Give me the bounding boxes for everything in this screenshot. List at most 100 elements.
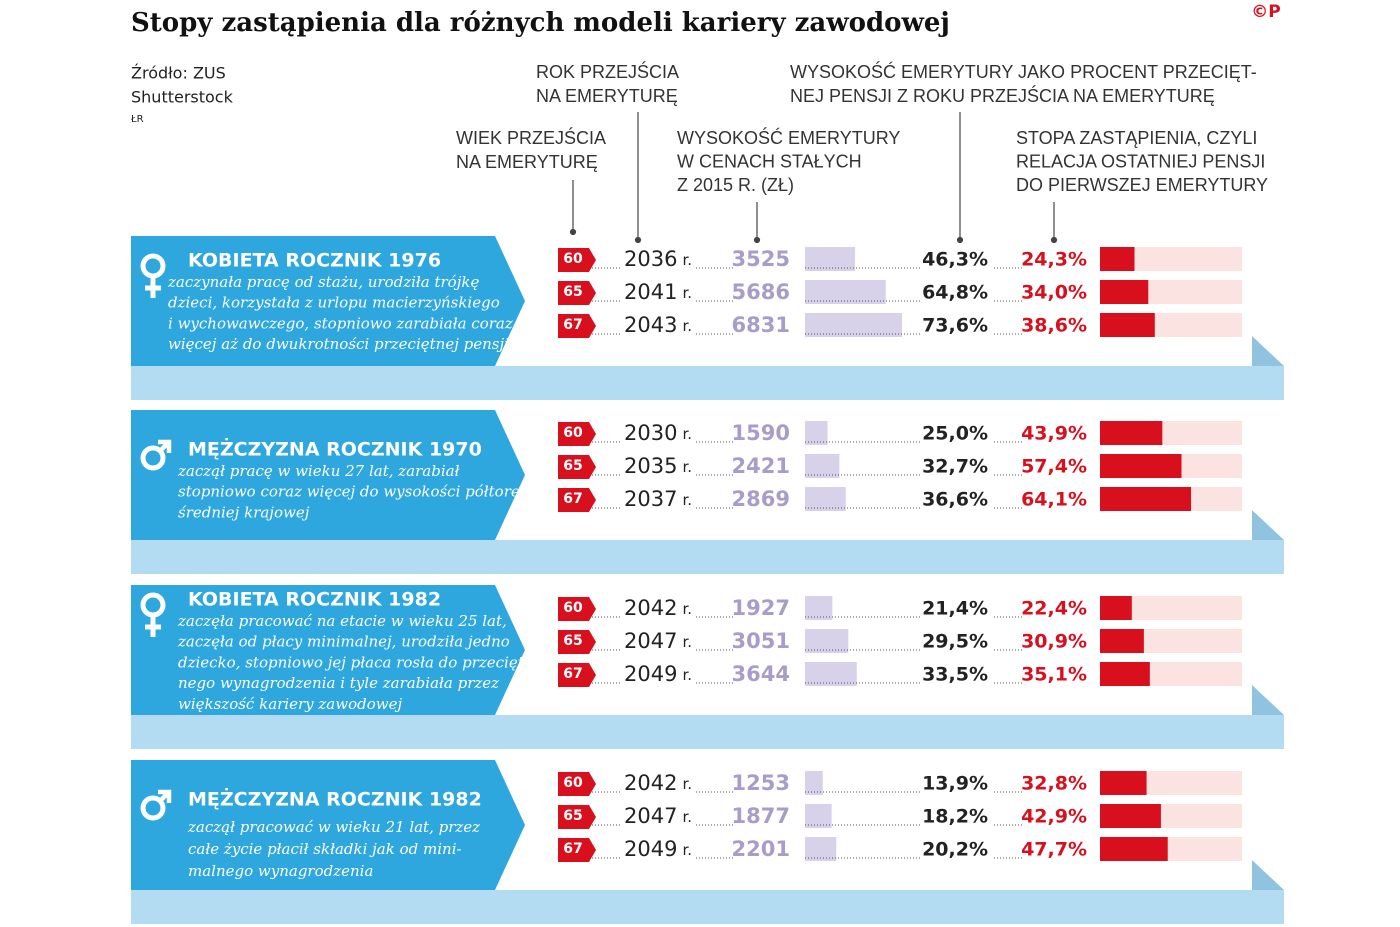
panel — [131, 410, 525, 540]
female-icon — [145, 615, 161, 637]
rate: 35,1% — [1021, 664, 1087, 686]
column-header: ROK PRZEJŚCIA — [536, 61, 679, 82]
column-header: WYSOKOŚĆ EMERYTURY JAKO PROCENT PRZECIĘT… — [790, 61, 1257, 82]
pension-bar — [805, 247, 856, 271]
logo: ©P — [1251, 2, 1280, 22]
panel-band — [131, 366, 1284, 400]
year: 2047 — [624, 804, 677, 828]
pct-avg: 46,3% — [922, 249, 988, 271]
pension-bar — [805, 629, 849, 653]
rate-bar — [1100, 280, 1149, 304]
year-suffix: r. — [682, 317, 692, 335]
pension: 2421 — [732, 454, 790, 478]
pension: 3644 — [732, 662, 790, 686]
year-suffix: r. — [682, 425, 692, 443]
female-icon — [145, 276, 161, 298]
rate-bar — [1100, 771, 1147, 795]
column-header: WYSOKOŚĆ EMERYTURY — [677, 127, 900, 148]
age-badge — [558, 597, 596, 621]
age-badge — [558, 663, 596, 687]
pension: 1253 — [732, 771, 790, 795]
rate-bar — [1100, 804, 1161, 828]
column-header: NEJ PENSJI Z ROKU PRZEJŚCIA NA EMERYTURĘ — [790, 85, 1215, 106]
year-cell: 2047 r. — [624, 629, 692, 653]
year-cell: 2037 r. — [624, 487, 692, 511]
pct-avg: 29,5% — [922, 631, 988, 653]
pension: 6831 — [732, 313, 790, 337]
panel-band — [131, 715, 1284, 749]
panel-band — [131, 890, 1284, 924]
group-title: KOBIETA ROCZNIK 1976 — [188, 250, 441, 272]
column-header: RELACJA OSTATNIEJ PENSJI — [1016, 151, 1265, 171]
rate-bar — [1100, 313, 1155, 337]
year-cell: 2035 r. — [624, 454, 692, 478]
year-suffix: r. — [682, 600, 692, 618]
rate-bar — [1100, 662, 1150, 686]
column-header: WIEK PRZEJŚCIA — [456, 127, 606, 148]
age: 65 — [563, 633, 582, 649]
year-cell: 2042 r. — [624, 771, 692, 795]
year-cell: 2030 r. — [624, 421, 692, 445]
year: 2043 — [624, 313, 677, 337]
pension: 5686 — [732, 280, 790, 304]
pct-avg: 33,5% — [922, 664, 988, 686]
year-cell: 2047 r. — [624, 804, 692, 828]
column-header: W CENACH STAŁYCH — [677, 151, 862, 171]
pension: 3051 — [732, 629, 790, 653]
rate: 24,3% — [1021, 249, 1087, 271]
age: 60 — [563, 600, 583, 616]
group-description: zaczęła pracować na etacie w wieku 25 la… — [177, 612, 507, 630]
pension-bar — [805, 454, 840, 478]
male-icon — [140, 445, 166, 471]
age-badge — [558, 488, 596, 512]
pension: 1590 — [732, 421, 790, 445]
pension: 1927 — [732, 596, 790, 620]
rate: 42,9% — [1021, 806, 1087, 828]
pension-bar — [805, 771, 823, 795]
pension: 2869 — [732, 487, 790, 511]
pension-bar — [805, 280, 886, 304]
source: Shutterstock — [131, 88, 234, 107]
year-suffix: r. — [682, 458, 692, 476]
group-description: zaczynała pracę od stażu, urodziła trójk… — [167, 273, 479, 291]
year: 2035 — [624, 454, 677, 478]
pct-avg: 20,2% — [922, 839, 988, 861]
group-description: stopniowo coraz więcej do wysokości półt… — [178, 483, 525, 501]
column-header: NA EMERYTURĘ — [456, 152, 598, 172]
year: 2049 — [624, 662, 677, 686]
pct-avg: 18,2% — [922, 806, 988, 828]
column-header: DO PIERWSZEJ EMERYTURY — [1016, 175, 1268, 195]
pct-avg: 21,4% — [922, 598, 988, 620]
panel-wedge — [1252, 510, 1284, 540]
year: 2049 — [624, 837, 677, 861]
year-suffix: r. — [682, 284, 692, 302]
year-cell: 2041 r. — [624, 280, 692, 304]
year: 2042 — [624, 596, 677, 620]
year-cell: 2049 r. — [624, 837, 692, 861]
group-title: KOBIETA ROCZNIK 1982 — [188, 589, 441, 611]
age-badge — [558, 248, 596, 272]
rate-bar — [1100, 837, 1168, 861]
group-description: większość kariery zawodowej — [178, 695, 402, 713]
group-title: MĘŻCZYZNA ROCZNIK 1982 — [188, 787, 482, 811]
year: 2047 — [624, 629, 677, 653]
rate: 22,4% — [1021, 598, 1087, 620]
panel — [131, 760, 525, 890]
age: 67 — [563, 491, 582, 507]
year: 2037 — [624, 487, 677, 511]
rate-bar — [1100, 487, 1192, 511]
year: 2042 — [624, 771, 677, 795]
year: 2036 — [624, 247, 677, 271]
year: 2030 — [624, 421, 677, 445]
year: 2041 — [624, 280, 677, 304]
year-suffix: r. — [682, 808, 692, 826]
year-suffix: r. — [682, 841, 692, 859]
age: 65 — [563, 284, 582, 300]
age: 67 — [563, 841, 582, 857]
group-description: więcej aż do dwukrotności przeciętnej pe… — [168, 335, 509, 353]
age: 67 — [563, 666, 582, 682]
group-description: średniej krajowej — [178, 503, 310, 521]
group-description: dzieci, korzystała z urlopu macierzyński… — [168, 294, 500, 312]
age-badge — [558, 630, 596, 654]
male-icon — [158, 789, 172, 803]
